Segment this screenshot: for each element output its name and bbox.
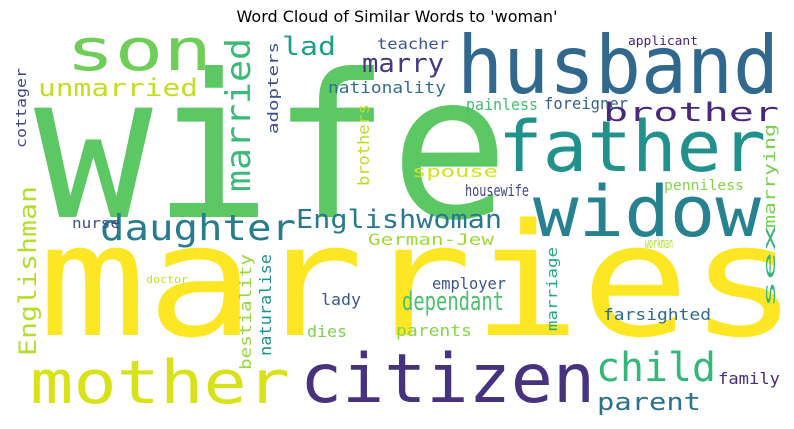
word-brothers: spouse — [412, 162, 498, 181]
word-mother: mother — [30, 348, 290, 418]
word-father: father — [498, 106, 766, 188]
word-painless: foreigner — [544, 94, 628, 113]
word-spouse: housewife — [465, 181, 529, 200]
word-applicant: applicant — [628, 34, 698, 48]
word-wife: wife — [34, 32, 509, 265]
word-bestiality: bestiality — [236, 254, 255, 370]
word-sex: workman — [645, 236, 673, 252]
word-workman: teacher — [377, 35, 449, 53]
word-marries: marries — [38, 190, 794, 372]
word-foreigner: adopters — [266, 42, 282, 134]
word-widow: widow — [533, 171, 762, 253]
word-parents: parents — [396, 321, 472, 340]
word-marrying: sex — [760, 223, 779, 308]
word-employer: employer — [432, 274, 506, 293]
word-englishwoman: Englishwoman — [296, 205, 502, 235]
word-housewife: penniless — [664, 178, 744, 194]
word-child: child — [596, 345, 716, 391]
word-daughter: daughter — [100, 208, 296, 249]
word-doctor: doctor — [146, 273, 188, 286]
word-penniless: marrying — [760, 124, 779, 228]
word-dies: dies — [307, 322, 347, 341]
word-lad: lad — [282, 32, 336, 62]
figure-title: Word Cloud of Similar Words to 'woman' — [236, 7, 558, 26]
word-englishman: Englishman — [14, 186, 42, 356]
word-german-jew: German-Jew — [368, 230, 494, 249]
word-lady: lady — [321, 290, 361, 309]
word-dependant: married — [219, 38, 259, 192]
word-parent: dependant — [402, 287, 504, 317]
word-unmarried: unmarried — [38, 74, 198, 102]
word-cottager: brothers — [354, 104, 373, 186]
word-married: parent — [597, 388, 701, 416]
word-husband: husband — [457, 19, 779, 112]
word-marry: marry — [362, 49, 444, 79]
word-teacher: painless — [466, 95, 538, 114]
word-adopters: cottager — [14, 68, 30, 148]
word-family: family — [718, 369, 780, 388]
word-farsighted: farsighted — [603, 305, 711, 324]
word-son: son — [66, 16, 212, 84]
word-naturalise: naturalise — [256, 254, 275, 356]
word-citizen: citizen — [300, 340, 595, 419]
word-brother: brother — [603, 98, 779, 128]
word-marriage: marriage — [545, 247, 561, 331]
word-nurse: nurse — [72, 216, 120, 232]
word-nationality: nationality — [328, 78, 446, 97]
